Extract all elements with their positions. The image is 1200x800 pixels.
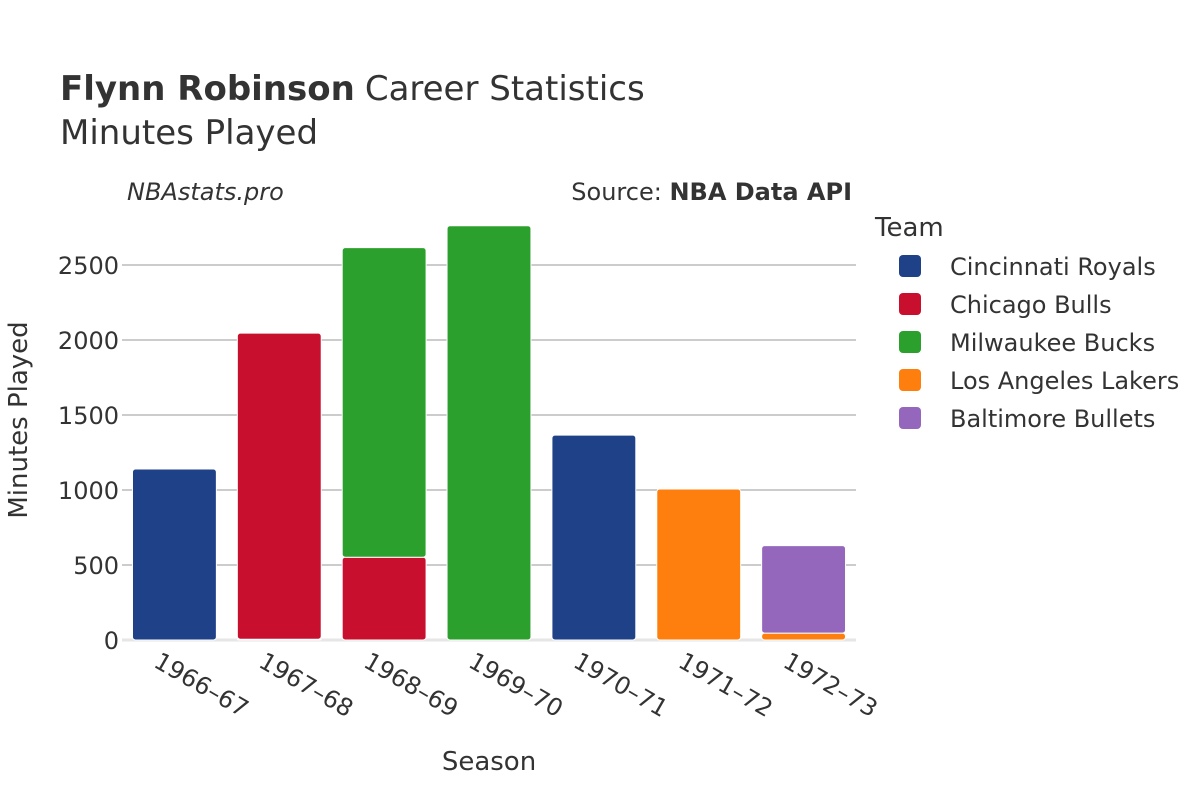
x-axis-title: Season: [442, 747, 536, 777]
y-tick-label: 500: [73, 552, 119, 580]
legend-swatch: [899, 293, 921, 315]
legend: Cincinnati Royals Chicago Bulls Milwaukee …: [899, 253, 1179, 433]
bars: [131, 225, 847, 641]
legend-swatch: [899, 255, 921, 277]
y-tick-labels: 0 500 1000 1500 2000 2500: [58, 252, 119, 655]
chart-title: Flynn Robinson Career Statistics: [60, 69, 645, 109]
source-prefix: Source:: [571, 178, 669, 206]
x-tick-label: 1969–70: [464, 647, 568, 723]
bar-segment: [761, 545, 847, 634]
bar-segment: [551, 434, 637, 641]
bar-segment: [341, 556, 427, 641]
x-tick-label: 1970–71: [569, 647, 673, 723]
source-name: NBA Data API: [669, 178, 852, 206]
y-tick-label: 2000: [58, 327, 119, 355]
legend-label: Los Angeles Lakers: [950, 367, 1179, 395]
bar-segment: [446, 225, 532, 641]
title-suffix: Career Statistics: [365, 69, 645, 109]
legend-label: Cincinnati Royals: [950, 253, 1156, 281]
x-tick-label: 1966–67: [149, 647, 253, 723]
x-tick-label: 1968–69: [359, 647, 463, 723]
x-tick-label: 1972–73: [779, 647, 883, 723]
legend-label: Milwaukee Bucks: [950, 329, 1155, 357]
x-tick-label: 1971–72: [674, 647, 778, 723]
bar-segment: [656, 488, 742, 641]
legend-swatch: [899, 331, 921, 353]
watermark: NBAstats.pro: [127, 178, 284, 206]
y-tick-label: 0: [104, 627, 119, 655]
y-tick-label: 2500: [58, 252, 119, 280]
x-tick-label: 1967–68: [254, 647, 358, 723]
legend-title: Team: [874, 213, 944, 243]
legend-label: Baltimore Bullets: [950, 405, 1155, 433]
source-credit: Source: NBA Data API: [571, 178, 852, 206]
y-tick-label: 1000: [58, 477, 119, 505]
bar-segment: [341, 247, 427, 558]
x-tick-labels: 1966–67 1967–68 1968–69 1969–70 1970–71 1971–…: [149, 647, 882, 723]
legend-swatch: [899, 369, 921, 391]
chart-subtitle: Minutes Played: [60, 113, 318, 153]
bar-segment: [236, 332, 322, 640]
y-axis-title: Minutes Played: [4, 321, 34, 518]
y-tick-label: 1500: [58, 402, 119, 430]
legend-swatch: [899, 407, 921, 429]
bar-segment: [761, 632, 847, 641]
title-player-name: Flynn Robinson: [60, 69, 355, 109]
bar-segment: [131, 468, 217, 641]
legend-label: Chicago Bulls: [950, 291, 1112, 319]
